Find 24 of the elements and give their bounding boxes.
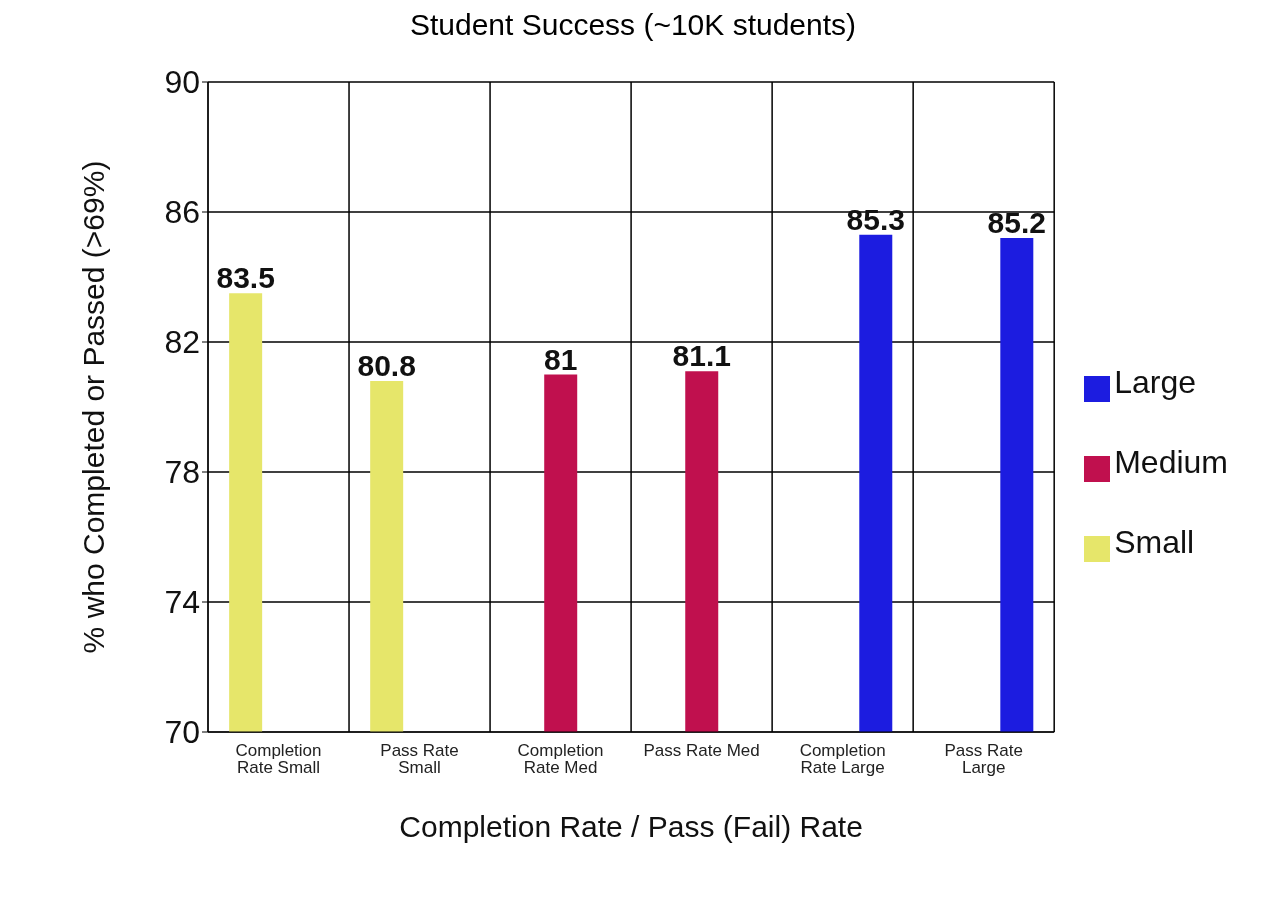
x-tick-label: Completion Rate Small bbox=[235, 741, 322, 778]
x-axis-title: Completion Rate / Pass (Fail) Rate bbox=[399, 810, 863, 843]
data-label: 85.2 bbox=[987, 206, 1047, 239]
y-tick-label: 90 bbox=[164, 64, 200, 101]
y-axis-title: % who Completed or Passed (>69%) bbox=[76, 160, 110, 654]
data-label: 80.8 bbox=[357, 349, 416, 382]
data-label: 83.5 bbox=[216, 261, 275, 295]
legend-label: Medium bbox=[1114, 444, 1228, 480]
data-label: 85.3 bbox=[846, 202, 905, 236]
y-tick-label: 70 bbox=[164, 714, 200, 751]
y-tick-label: 78 bbox=[164, 454, 200, 491]
chart-title: Student Success (~10K students) bbox=[408, 8, 858, 42]
x-tick-label: Completion Rate Large bbox=[799, 741, 886, 778]
data-label: 81.1 bbox=[672, 339, 731, 373]
x-tick-label: Pass Rate Med bbox=[643, 741, 760, 761]
y-tick-label: 86 bbox=[164, 194, 200, 231]
x-tick-label: Pass Rate Large bbox=[944, 741, 1023, 778]
y-tick-label: 74 bbox=[164, 584, 200, 621]
legend-label: Large bbox=[1114, 364, 1197, 400]
x-tick-label: Completion Rate Med bbox=[517, 741, 604, 778]
data-label: 81 bbox=[544, 342, 578, 376]
x-tick-label: Pass Rate Small bbox=[380, 741, 459, 778]
y-tick-label: 82 bbox=[164, 324, 200, 361]
legend-label: Small bbox=[1114, 524, 1195, 560]
